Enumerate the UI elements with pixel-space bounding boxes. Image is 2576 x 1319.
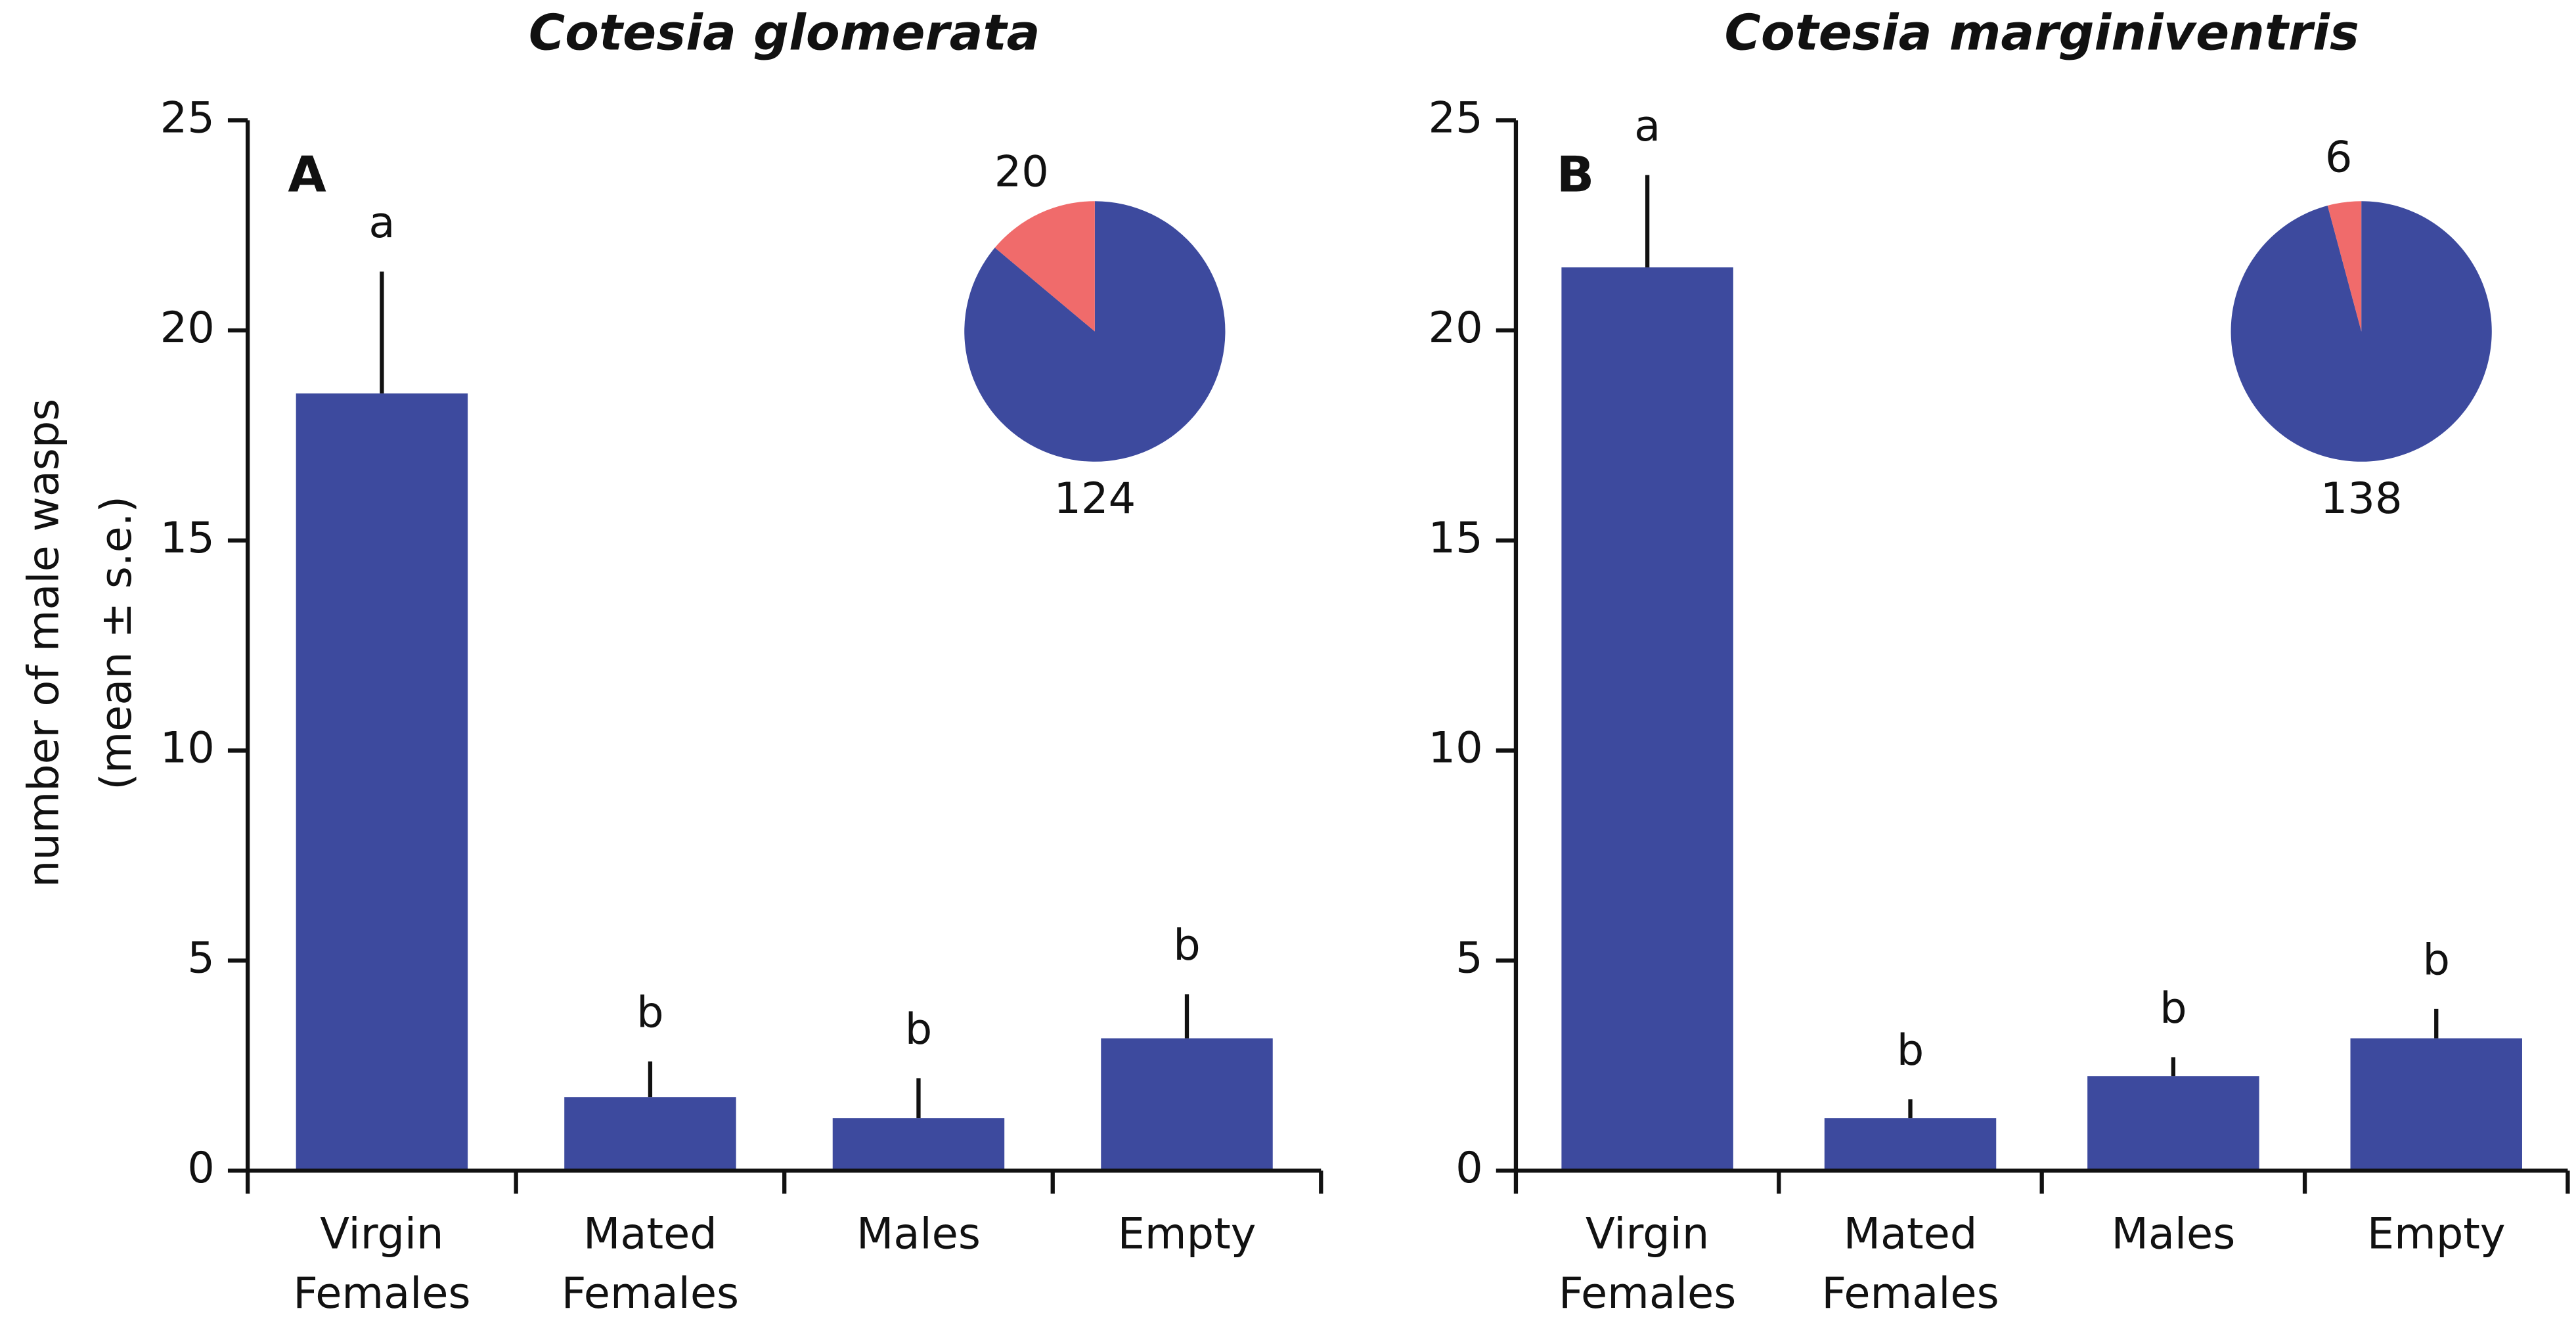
bar [1101, 1038, 1273, 1171]
y-tick-label: 20 [160, 303, 215, 353]
bar [832, 1118, 1005, 1171]
pie-label: 124 [1054, 474, 1136, 524]
x-tick-label-line: Females [562, 1268, 739, 1318]
significance-letter: a [368, 198, 395, 248]
pie-slice [2231, 201, 2492, 462]
chart-title: Cotesia marginiventris [1725, 4, 2359, 62]
panel-label: B [1557, 146, 1595, 204]
pie-label: 6 [2325, 132, 2353, 182]
x-tick-label: Males [2111, 1209, 2235, 1259]
y-tick-label: 10 [160, 723, 215, 773]
chart-title: Cotesia glomerata [529, 4, 1040, 62]
y-tick-label: 0 [187, 1143, 215, 1193]
x-tick-label-line: Males [856, 1209, 981, 1259]
significance-letter: a [1634, 101, 1660, 151]
x-tick-label: Virgin Females [1559, 1209, 1736, 1318]
significance-letter: b [2160, 983, 2187, 1033]
x-tick-label-line: Virgin [1586, 1209, 1709, 1259]
y-tick-label: 15 [160, 513, 215, 563]
bar [2087, 1076, 2259, 1171]
x-tick-label-line: Females [1559, 1268, 1736, 1318]
significance-letter: b [2423, 935, 2450, 985]
x-tick-label-line: Empty [2367, 1209, 2506, 1259]
y-tick-label: 10 [1429, 723, 1483, 773]
y-axis-label: number of male wasps [18, 399, 68, 887]
x-tick-label: Males [856, 1209, 981, 1259]
x-tick-label: Empty [1118, 1209, 1256, 1259]
bar [1824, 1118, 1997, 1171]
x-tick-label-line: Mated [583, 1209, 717, 1259]
significance-letter: b [905, 1004, 932, 1054]
x-tick-label-line: Males [2111, 1209, 2235, 1259]
bar [296, 393, 468, 1171]
y-tick-label: 15 [1429, 513, 1483, 563]
panel-label: A [288, 146, 326, 204]
x-tick-label: Mated Females [562, 1209, 739, 1318]
y-tick-label: 0 [1455, 1143, 1483, 1193]
significance-letter: b [636, 988, 663, 1038]
bar [1561, 267, 1733, 1171]
x-tick-label: Mated Females [1821, 1209, 1999, 1318]
pie-label: 20 [994, 147, 1049, 197]
y-tick-label: 5 [1455, 933, 1483, 983]
significance-letter: b [1173, 920, 1200, 970]
bar [2350, 1038, 2522, 1171]
x-tick-label: Empty [2367, 1209, 2506, 1259]
x-tick-label-line: Virgin [320, 1209, 443, 1259]
x-tick-label-line: Empty [1118, 1209, 1256, 1259]
significance-letter: b [1897, 1025, 1924, 1075]
x-tick-label-line: Mated [1844, 1209, 1978, 1259]
pie-slice [2327, 201, 2362, 332]
pie-slice [964, 201, 1226, 462]
bar [564, 1097, 736, 1171]
pie-label: 138 [2321, 474, 2403, 524]
y-tick-label: 25 [1429, 93, 1483, 143]
y-axis-label: (mean ± s.e.) [91, 496, 141, 790]
y-tick-label: 20 [1429, 303, 1483, 353]
y-tick-label: 5 [187, 933, 215, 983]
pie-slice [994, 201, 1095, 332]
x-tick-label: Virgin Females [293, 1209, 470, 1318]
x-tick-label-line: Females [1821, 1268, 1999, 1318]
x-tick-label-line: Females [293, 1268, 470, 1318]
y-tick-label: 25 [160, 93, 215, 143]
